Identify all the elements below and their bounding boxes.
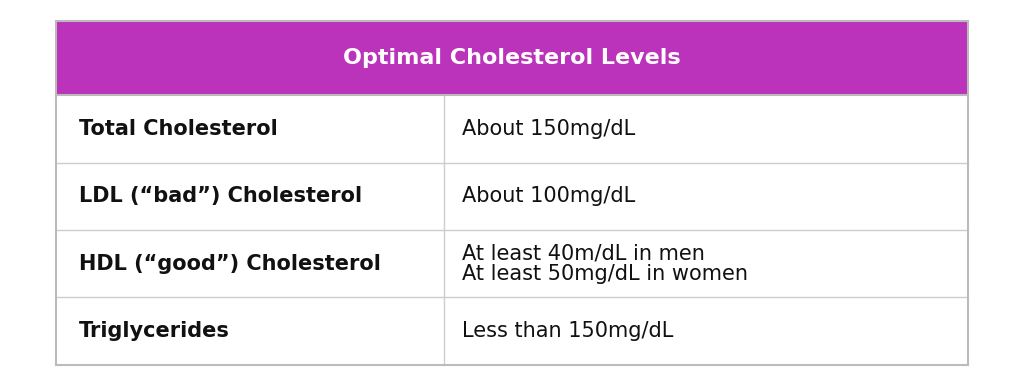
Text: Optimal Cholesterol Levels: Optimal Cholesterol Levels xyxy=(343,48,681,68)
Bar xyxy=(56,21,968,365)
Text: About 100mg/dL: About 100mg/dL xyxy=(462,186,635,206)
Bar xyxy=(56,21,968,95)
Text: At least 50mg/dL in women: At least 50mg/dL in women xyxy=(462,264,749,284)
Text: HDL (“good”) Cholesterol: HDL (“good”) Cholesterol xyxy=(79,254,381,274)
Text: Less than 150mg/dL: Less than 150mg/dL xyxy=(462,321,674,341)
Text: Total Cholesterol: Total Cholesterol xyxy=(79,119,278,139)
Text: At least 40m/dL in men: At least 40m/dL in men xyxy=(462,243,705,264)
Text: Triglycerides: Triglycerides xyxy=(79,321,229,341)
Text: LDL (“bad”) Cholesterol: LDL (“bad”) Cholesterol xyxy=(79,186,361,206)
Bar xyxy=(56,21,968,365)
Text: About 150mg/dL: About 150mg/dL xyxy=(462,119,635,139)
